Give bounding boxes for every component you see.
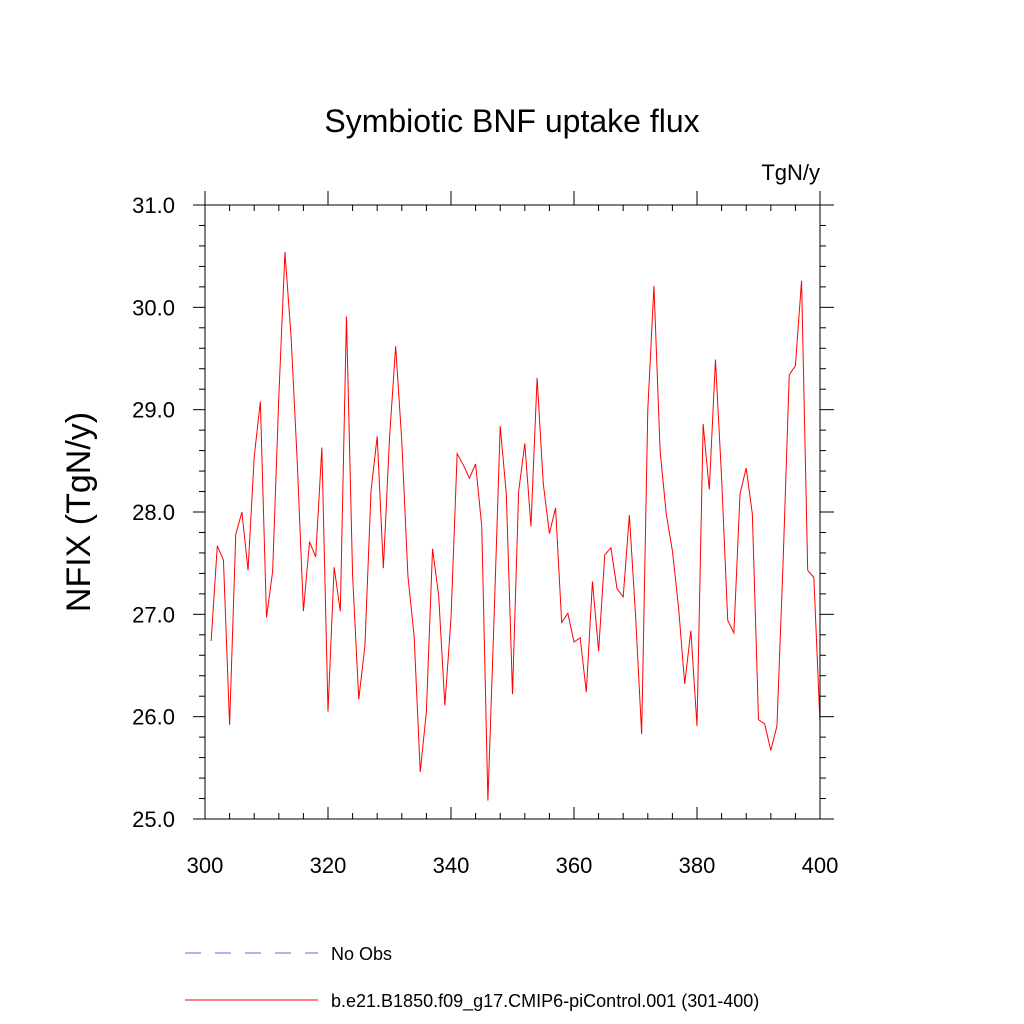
legend-label: No Obs	[331, 944, 392, 964]
tick-labels: 300 320 340 360 380 400 25.0 26.0 27.0 28.0 29.0 30…	[132, 193, 838, 878]
y-tick-label: 26.0	[132, 705, 175, 730]
x-tick-label: 400	[802, 853, 839, 878]
major-ticks	[193, 191, 834, 820]
x-tick-label: 300	[187, 853, 224, 878]
plot-series	[210, 252, 821, 801]
plot-frame	[204, 204, 821, 820]
x-tick-label: 320	[310, 853, 347, 878]
x-tick-label: 340	[433, 853, 470, 878]
y-tick-label: 25.0	[132, 807, 175, 832]
y-tick-label: 30.0	[132, 295, 175, 320]
y-tick-label: 29.0	[132, 398, 175, 423]
x-tick-label: 380	[679, 853, 716, 878]
legend-label: b.e21.B1850.f09_g17.CMIP6-piControl.001 …	[331, 991, 759, 1012]
y-tick-label: 31.0	[132, 193, 175, 218]
series-line	[210, 252, 821, 801]
x-tick-label: 360	[556, 853, 593, 878]
legend: No Obs b.e21.B1850.f09_g17.CMIP6-piContro…	[185, 944, 759, 1012]
y-tick-label: 28.0	[132, 500, 175, 525]
minor-ticks	[199, 205, 826, 819]
units-label: TgN/y	[761, 160, 820, 185]
y-tick-label: 27.0	[132, 602, 175, 627]
chart-title: Symbiotic BNF uptake flux	[324, 103, 699, 139]
y-axis-label: NFIX (TgN/y)	[60, 412, 98, 612]
